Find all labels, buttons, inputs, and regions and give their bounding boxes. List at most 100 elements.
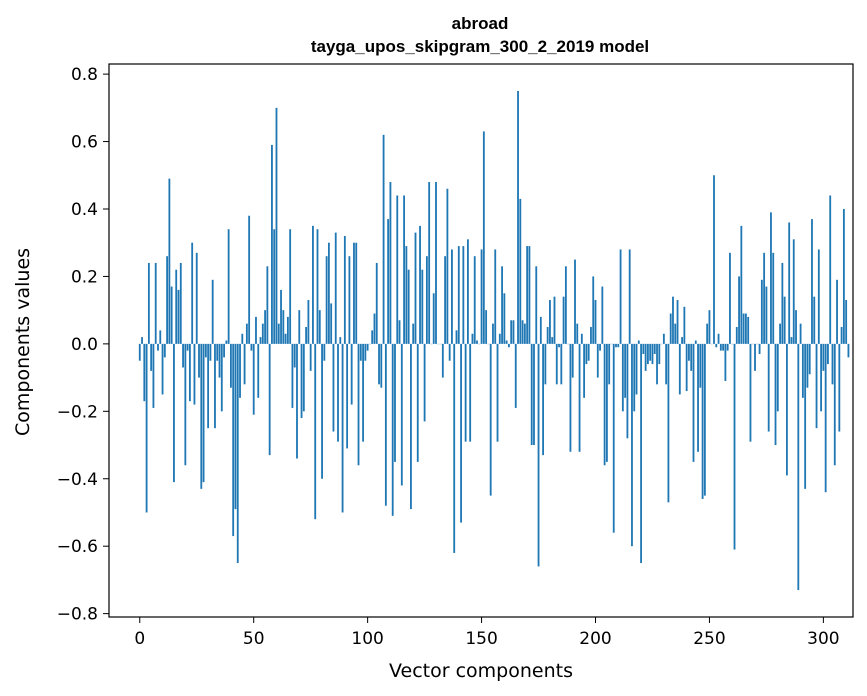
bar-component-43 (236, 343, 239, 564)
bar-component-130 (435, 182, 437, 344)
bar-component-186 (562, 296, 565, 344)
bar-component-145 (469, 343, 472, 442)
x-axis-label: Vector components (389, 660, 573, 682)
bar-component-97 (359, 343, 362, 361)
bar-component-32 (211, 279, 214, 344)
bar-component-222 (644, 343, 647, 371)
bar-component-286 (790, 337, 793, 344)
bar-component-199 (592, 276, 595, 344)
bar-component-114 (398, 320, 401, 344)
bar-component-20 (184, 343, 187, 466)
bar-component-249 (706, 323, 709, 344)
bar-component-141 (460, 343, 462, 523)
bar-component-268 (749, 343, 752, 442)
bar-component-159 (501, 266, 503, 344)
bar-component-152 (485, 310, 488, 344)
bar-component-27 (200, 343, 203, 489)
bar-component-283 (783, 296, 786, 344)
bar-component-135 (446, 188, 449, 344)
x-axis-ticks: 0 50 100 150 200 250 300 (134, 617, 840, 649)
bar-component-165 (514, 343, 517, 408)
bar-component-118 (407, 269, 410, 344)
bar-component-73 (305, 327, 308, 344)
bar-component-50 (252, 343, 255, 415)
bar-component-125 (423, 343, 426, 422)
bar-component-195 (583, 343, 586, 398)
bar-component-279 (774, 343, 777, 446)
chart-title-line-1: abroad (452, 14, 509, 33)
bar-component-166 (517, 90, 519, 344)
bar-component-7 (154, 262, 157, 344)
bar-component-136 (448, 343, 451, 361)
bar-component-281 (779, 323, 781, 344)
bar-component-256 (722, 343, 725, 351)
bar-component-181 (551, 337, 554, 344)
bar-component-230 (662, 333, 665, 344)
bar-component-197 (587, 343, 590, 361)
bar-component-9 (159, 330, 162, 344)
bar-component-116 (403, 195, 405, 344)
bar-component-89 (341, 343, 344, 513)
y-tick-label: −0.6 (57, 537, 98, 557)
bar-component-168 (521, 320, 524, 344)
bar-component-133 (441, 343, 444, 378)
x-tick-label: 250 (693, 629, 725, 649)
bar-component-221 (642, 343, 645, 354)
bar-component-98 (362, 343, 364, 442)
bar-component-102 (371, 330, 374, 344)
bar-component-126 (425, 256, 428, 344)
bar-component-288 (795, 310, 797, 344)
bar-component-306 (836, 279, 838, 344)
bar-component-48 (248, 215, 251, 344)
bar-component-157 (496, 343, 499, 442)
bar-component-41 (232, 343, 235, 537)
bar-component-274 (763, 252, 766, 344)
bar-component-76 (312, 225, 314, 344)
bar-component-294 (808, 343, 811, 375)
bar-component-194 (580, 333, 583, 344)
bar-component-119 (410, 343, 412, 510)
bar-component-66 (289, 229, 292, 344)
bar-component-11 (163, 343, 166, 358)
bar-component-169 (523, 323, 526, 344)
bar-component-146 (471, 333, 474, 344)
bar-component-40 (230, 343, 232, 388)
bar-component-179 (546, 327, 549, 344)
bar-component-308 (840, 327, 843, 344)
bar-component-310 (845, 300, 848, 344)
bar-component-28 (202, 343, 205, 483)
bar-component-84 (330, 303, 333, 344)
bar-component-210 (617, 343, 620, 348)
bar-component-26 (198, 343, 200, 378)
bar-component-140 (457, 246, 460, 344)
bar-component-183 (555, 343, 558, 385)
bar-component-72 (302, 343, 305, 412)
bar-component-108 (384, 343, 387, 506)
bar-component-144 (466, 239, 469, 344)
bar-component-299 (820, 343, 823, 412)
bar-series (138, 90, 850, 591)
bar-component-10 (161, 343, 164, 395)
bar-component-176 (539, 316, 542, 344)
bar-component-30 (207, 343, 210, 429)
bar-component-162 (508, 343, 510, 348)
bar-component-285 (788, 222, 791, 344)
bar-component-182 (553, 296, 556, 344)
bar-component-44 (239, 343, 241, 398)
bar-component-232 (667, 343, 670, 503)
bar-component-81 (323, 343, 326, 361)
bar-component-88 (339, 337, 342, 344)
bar-component-129 (432, 293, 435, 344)
y-axis-ticks: −0.8 −0.6 −0.4 −0.2 0.0 0.2 0.4 0.6 0.8 (57, 65, 109, 625)
bar-component-158 (498, 333, 501, 344)
bar-component-208 (612, 343, 615, 533)
bar-component-246 (699, 343, 702, 388)
bar-component-24 (193, 343, 196, 405)
bar-component-212 (621, 343, 624, 412)
bar-component-12 (166, 256, 169, 344)
bar-component-252 (713, 175, 715, 344)
bar-component-236 (676, 300, 679, 344)
x-tick-label: 50 (243, 629, 265, 649)
bar-component-248 (703, 343, 706, 496)
